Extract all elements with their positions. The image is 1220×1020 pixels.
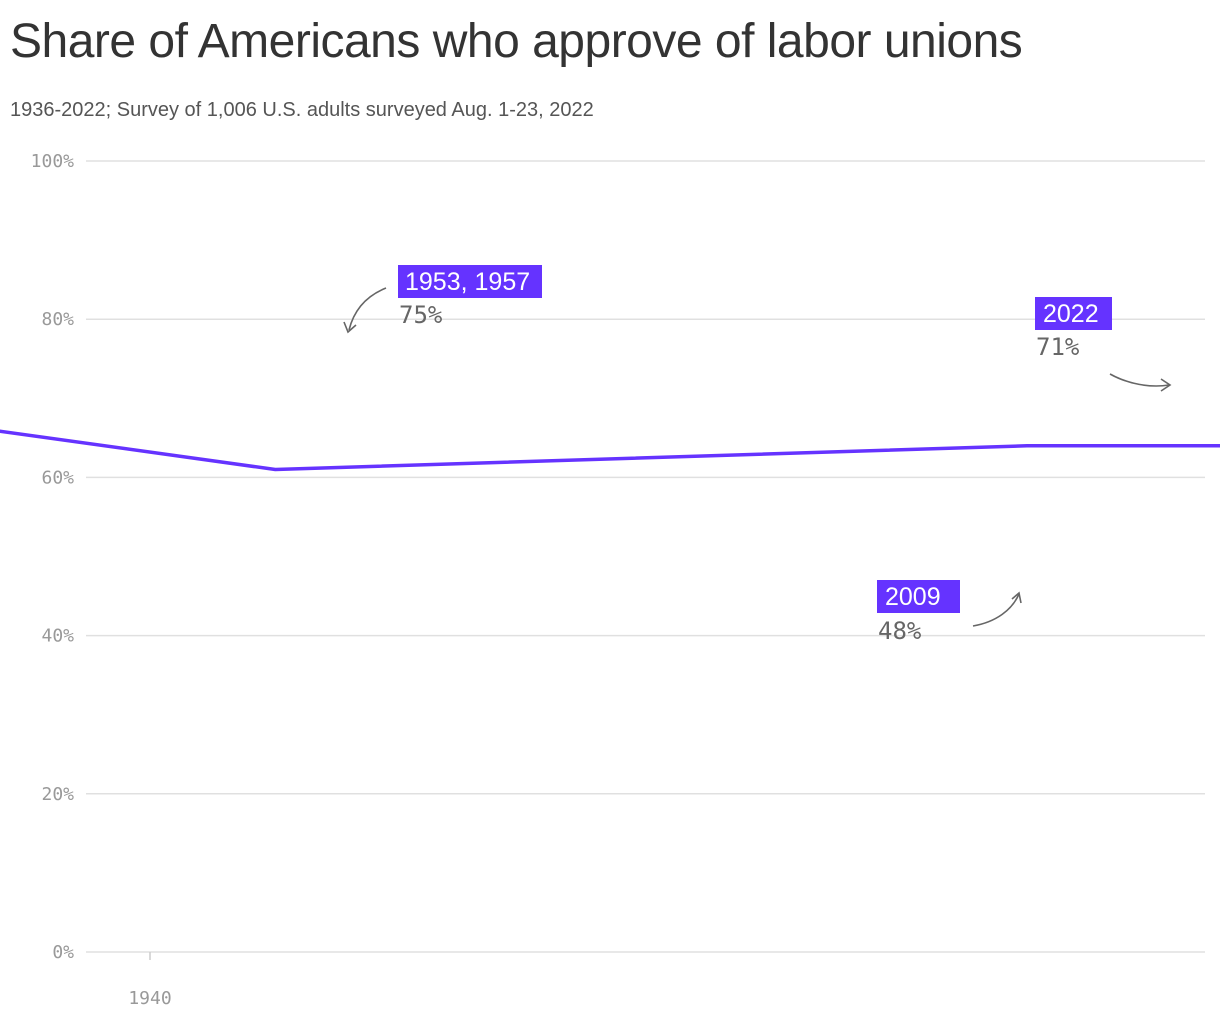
x-axis-ticks: 194019501960197019801990200020102020 <box>128 952 172 1009</box>
y-tick-label: 20% <box>41 784 74 805</box>
annotation-label-box <box>398 265 542 298</box>
annotation-label: 2022 <box>1043 300 1099 328</box>
y-axis-ticks: 0% 20% 40% 60% 80% 100% <box>31 151 75 963</box>
y-tick-label: 80% <box>41 309 74 330</box>
annotation-2022: 2022 71% <box>1035 297 1172 392</box>
annotation-arrowhead <box>1160 378 1172 392</box>
chart-subtitle: 1936-2022; Survey of 1,006 U.S. adults s… <box>10 99 594 121</box>
annotation-value: 48% <box>878 617 922 645</box>
data-point <box>273 467 277 471</box>
annotation-label: 2009 <box>885 583 941 611</box>
y-tick-label: 0% <box>52 942 74 963</box>
annotation-arrowhead <box>1011 591 1022 604</box>
annotation-arrow <box>972 593 1020 627</box>
annotation-label-box <box>877 580 960 613</box>
annotation-value: 75% <box>399 301 443 329</box>
annotation-label-box <box>1035 297 1112 330</box>
annotation-arrow <box>348 287 387 331</box>
annotation-1953-1957: 1953, 1957 75% <box>343 265 542 334</box>
annotation-2009: 2009 48% <box>877 580 1022 645</box>
annotation-value: 71% <box>1036 333 1080 361</box>
x-tick-label: 1940 <box>128 988 171 1009</box>
y-tick-label: 40% <box>41 626 74 647</box>
y-tick-label: 100% <box>31 151 75 172</box>
annotation-arrowhead <box>343 321 357 334</box>
data-point <box>1025 444 1029 448</box>
series-line <box>0 429 1220 472</box>
y-tick-label: 60% <box>41 467 74 488</box>
annotation-label: 1953, 1957 <box>405 268 530 296</box>
chart-title: Share of Americans who approve of labor … <box>10 15 1023 68</box>
series-layer <box>0 429 1220 472</box>
annotation-arrow <box>1109 373 1170 387</box>
gridlines <box>86 160 1205 953</box>
